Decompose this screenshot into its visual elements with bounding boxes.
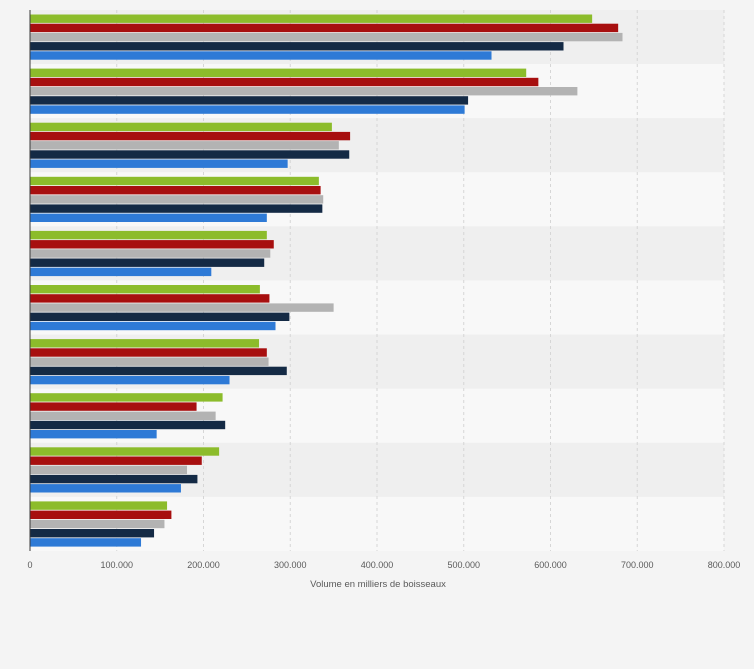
bar-cat3-series3[interactable]: [30, 141, 339, 150]
bar-cat1-series2[interactable]: [30, 23, 619, 33]
bar-cat10-series3[interactable]: [30, 519, 165, 529]
bar-cat2-series1[interactable]: [30, 68, 527, 77]
bar-cat4-series5[interactable]: [30, 213, 267, 222]
x-tick-label-1: 100.000: [100, 560, 133, 570]
bar-cat10-series1[interactable]: [30, 501, 168, 510]
bar-cat8-series2[interactable]: [30, 402, 197, 411]
bar-cat7-series5[interactable]: [30, 375, 230, 385]
bar-cat6-series4[interactable]: [30, 312, 290, 321]
bar-cat3-series1[interactable]: [30, 122, 332, 132]
bar-cat10-series2[interactable]: [30, 510, 172, 519]
bar-cat4-series2[interactable]: [30, 186, 321, 195]
bar-cat9-series3[interactable]: [30, 465, 188, 475]
bar-cat5-series5[interactable]: [30, 267, 212, 277]
bar-cat5-series1[interactable]: [30, 230, 267, 240]
bar-cat4-series4[interactable]: [30, 204, 323, 213]
bar-cat6-series5[interactable]: [30, 321, 276, 331]
bar-cat8-series3[interactable]: [30, 411, 216, 420]
bar-cat2-series3[interactable]: [30, 87, 578, 96]
x-tick-label-4: 400.000: [361, 560, 394, 570]
bar-cat4-series1[interactable]: [30, 176, 319, 186]
bar-cat6-series3[interactable]: [30, 303, 334, 312]
bar-cat8-series4[interactable]: [30, 420, 226, 430]
x-tick-label-0: 0: [27, 560, 32, 570]
x-tick-label-5: 500.000: [447, 560, 480, 570]
bar-cat7-series3[interactable]: [30, 357, 269, 366]
x-tick-label-8: 800.000: [708, 560, 741, 570]
bar-cat8-series5[interactable]: [30, 430, 157, 439]
bar-cat3-series4[interactable]: [30, 150, 350, 159]
bar-cat2-series2[interactable]: [30, 77, 539, 87]
bar-cat5-series4[interactable]: [30, 258, 265, 267]
x-tick-label-3: 300.000: [274, 560, 307, 570]
bar-cat3-series5[interactable]: [30, 159, 288, 168]
x-tick-label-6: 600.000: [534, 560, 567, 570]
bar-cat10-series5[interactable]: [30, 538, 142, 547]
bar-cat1-series3[interactable]: [30, 32, 623, 42]
bar-cat4-series3[interactable]: [30, 195, 324, 204]
bar-cat1-series1[interactable]: [30, 14, 593, 23]
bar-cat6-series1[interactable]: [30, 285, 260, 294]
bar-cat6-series2[interactable]: [30, 294, 270, 303]
bar-cat5-series3[interactable]: [30, 249, 271, 258]
x-axis-ticks: 0 100.000 200.000 300.000 400.000 500.000 600.…: [27, 560, 740, 570]
bar-cat9-series4[interactable]: [30, 474, 198, 484]
bar-cat9-series5[interactable]: [30, 484, 181, 493]
bar-cat9-series2[interactable]: [30, 456, 202, 465]
x-tick-label-7: 700.000: [621, 560, 654, 570]
bar-cat2-series4[interactable]: [30, 96, 469, 105]
bar-cat7-series1[interactable]: [30, 339, 260, 348]
bar-cat2-series5[interactable]: [30, 105, 465, 114]
x-axis-title: Volume en milliers de boisseaux: [310, 579, 446, 590]
bar-cat9-series1[interactable]: [30, 447, 220, 456]
bar-cat1-series5[interactable]: [30, 51, 492, 60]
bar-cat7-series4[interactable]: [30, 366, 287, 376]
x-tick-label-2: 200.000: [187, 560, 220, 570]
bars: [30, 14, 623, 547]
bar-cat10-series4[interactable]: [30, 529, 155, 538]
bar-cat5-series2[interactable]: [30, 240, 274, 249]
bar-cat3-series2[interactable]: [30, 131, 351, 141]
bar-cat7-series2[interactable]: [30, 348, 267, 357]
bar-cat8-series1[interactable]: [30, 393, 223, 402]
bar-cat1-series4[interactable]: [30, 42, 564, 51]
